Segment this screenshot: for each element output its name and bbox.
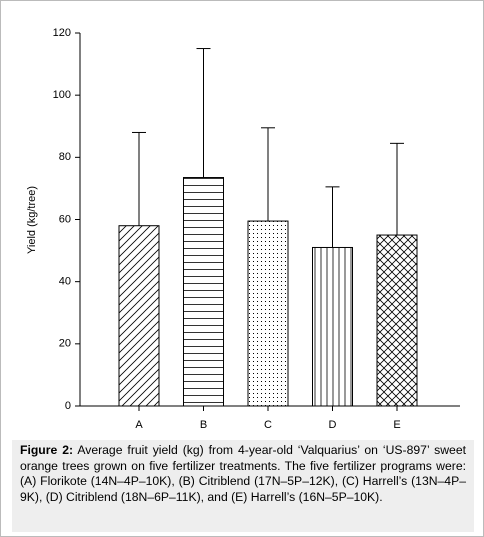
y-tick-label: 120	[53, 27, 71, 39]
bar	[376, 234, 418, 407]
y-tick-label: 20	[59, 338, 71, 350]
bar	[247, 220, 289, 407]
x-tick-label: A	[135, 419, 143, 431]
x-tick-label: D	[329, 419, 337, 431]
y-tick-label: 40	[59, 276, 71, 288]
bar	[118, 225, 160, 407]
bar	[312, 246, 353, 407]
y-tick-label: 60	[59, 213, 71, 225]
y-tick-label: 80	[59, 151, 71, 163]
y-axis-label: Yield (kg/tree)	[26, 186, 38, 254]
bar	[183, 177, 224, 407]
y-tick-label: 0	[65, 400, 71, 412]
caption: Figure 2: Average fruit yield (kg) from …	[12, 440, 474, 532]
x-tick-label: C	[264, 419, 272, 431]
caption-label: Figure 2:	[20, 443, 74, 457]
caption-text: Average fruit yield (kg) from 4-year-old…	[20, 443, 466, 504]
x-tick-label: E	[393, 419, 400, 431]
y-tick-label: 100	[53, 89, 71, 101]
x-tick-label: B	[200, 419, 207, 431]
